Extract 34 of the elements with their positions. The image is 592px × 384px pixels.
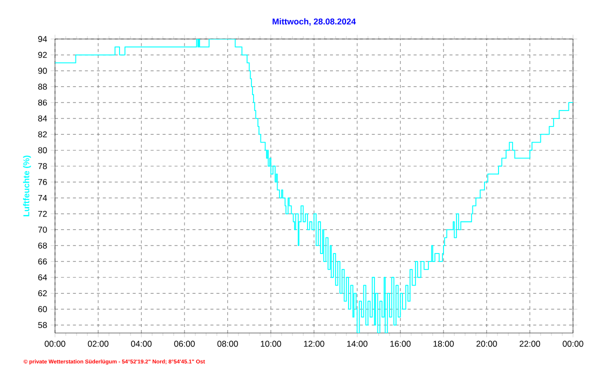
y-tick-label: 58 bbox=[38, 322, 47, 328]
y-tick-label: 70 bbox=[38, 226, 47, 233]
x-tick-label: 14:00 bbox=[347, 340, 368, 347]
y-tick-label: 80 bbox=[38, 147, 47, 154]
x-tick-label: 06:00 bbox=[174, 340, 195, 347]
y-tick-label: 88 bbox=[38, 84, 47, 90]
x-tick-label: 00:00 bbox=[44, 340, 66, 347]
x-tick-label: 20:00 bbox=[476, 340, 497, 347]
x-tick-label: 18:00 bbox=[434, 340, 454, 347]
y-tick-label: 64 bbox=[38, 274, 47, 280]
y-tick-label: 84 bbox=[38, 115, 47, 122]
x-tick-label: 22:00 bbox=[520, 340, 540, 347]
y-tick-label: 86 bbox=[38, 100, 47, 106]
x-tick-label: 12:00 bbox=[304, 340, 324, 347]
y-tick-label: 68 bbox=[38, 242, 47, 249]
y-tick-label: 90 bbox=[38, 68, 47, 74]
x-tick-label: 00:00 bbox=[562, 340, 584, 347]
x-tick-label: 08:00 bbox=[217, 340, 238, 347]
y-tick-label: 78 bbox=[38, 163, 47, 170]
y-tick-label: 94 bbox=[38, 36, 47, 42]
y-tick-label: 60 bbox=[38, 306, 47, 312]
chart-title: Mittwoch, 28.08.2024 bbox=[272, 18, 356, 26]
y-axis-title: Luftfeuchte (%) bbox=[23, 156, 31, 216]
y-tick-label: 82 bbox=[38, 131, 47, 138]
y-tick-label: 66 bbox=[38, 258, 47, 264]
y-tick-label: 72 bbox=[38, 210, 47, 217]
y-tick-label: 74 bbox=[38, 195, 47, 201]
x-tick-label: 10:00 bbox=[260, 340, 282, 347]
y-tick-label: 76 bbox=[38, 179, 47, 186]
x-tick-label: 16:00 bbox=[390, 340, 411, 347]
y-tick-label: 92 bbox=[38, 52, 47, 58]
y-tick-label: 62 bbox=[38, 290, 47, 296]
x-tick-label: 04:00 bbox=[131, 340, 152, 347]
x-tick-label: 02:00 bbox=[88, 340, 108, 347]
